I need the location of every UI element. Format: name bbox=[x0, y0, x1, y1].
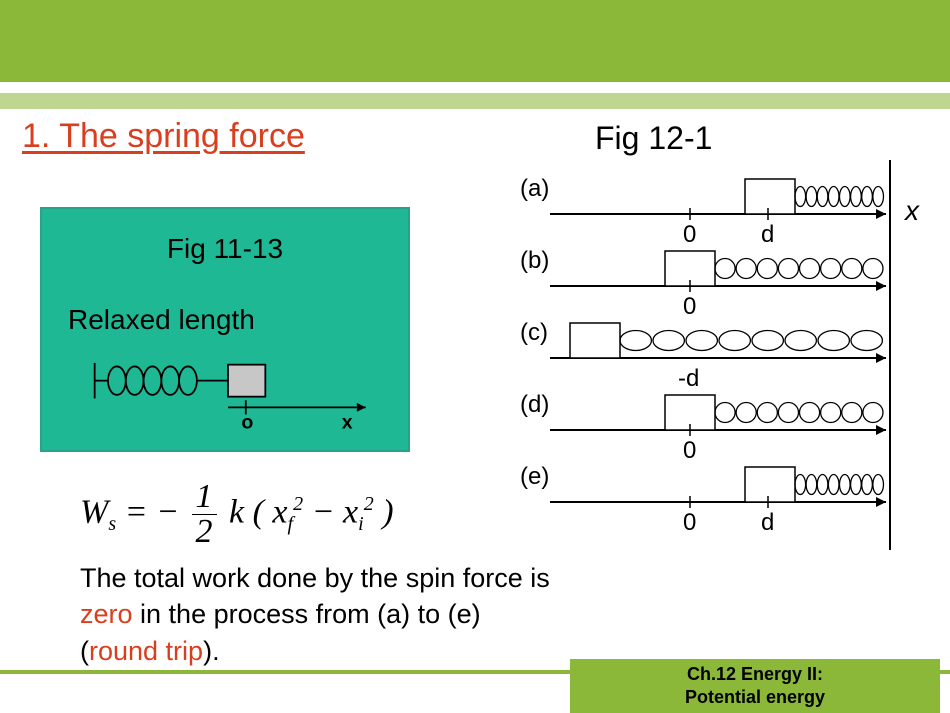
svg-text:(d): (d) bbox=[520, 391, 549, 418]
svg-text:(b): (b) bbox=[520, 247, 549, 274]
chapter-badge: Ch.12 Energy II:Potential energy bbox=[570, 659, 940, 713]
svg-text:(a): (a) bbox=[520, 175, 549, 202]
explanation-text: The total work done by the spin force is… bbox=[80, 560, 550, 669]
svg-text:(e): (e) bbox=[520, 463, 549, 490]
relaxed-length-label: Relaxed length bbox=[68, 304, 255, 336]
spring-block-diagram: o x bbox=[68, 354, 388, 434]
svg-text:0: 0 bbox=[683, 221, 696, 248]
svg-text:o: o bbox=[241, 412, 253, 434]
svg-text:0: 0 bbox=[683, 509, 696, 536]
svg-text:0: 0 bbox=[683, 437, 696, 464]
svg-text:-d: -d bbox=[678, 365, 699, 392]
figure-12-1-diagram: (a) 0 d (b) 0 (c) -d (d) 0 (e) 0 d bbox=[490, 160, 930, 560]
svg-text:(c): (c) bbox=[520, 319, 548, 346]
work-formula: Ws = − 12 k ( xf2 − xi2 ) bbox=[80, 480, 394, 549]
svg-text:d: d bbox=[761, 221, 774, 248]
figure-title-right: Fig 12-1 bbox=[595, 120, 712, 157]
figure-11-13-box: Fig 11-13 Relaxed length o x bbox=[40, 207, 410, 452]
header-bar-dark bbox=[0, 0, 950, 82]
svg-text:x: x bbox=[342, 412, 353, 434]
header-bar-light bbox=[0, 93, 950, 109]
svg-text:0: 0 bbox=[683, 293, 696, 320]
fig-11-13-label: Fig 11-13 bbox=[42, 233, 408, 265]
section-title: 1. The spring force bbox=[22, 117, 305, 156]
svg-text:d: d bbox=[761, 509, 774, 536]
